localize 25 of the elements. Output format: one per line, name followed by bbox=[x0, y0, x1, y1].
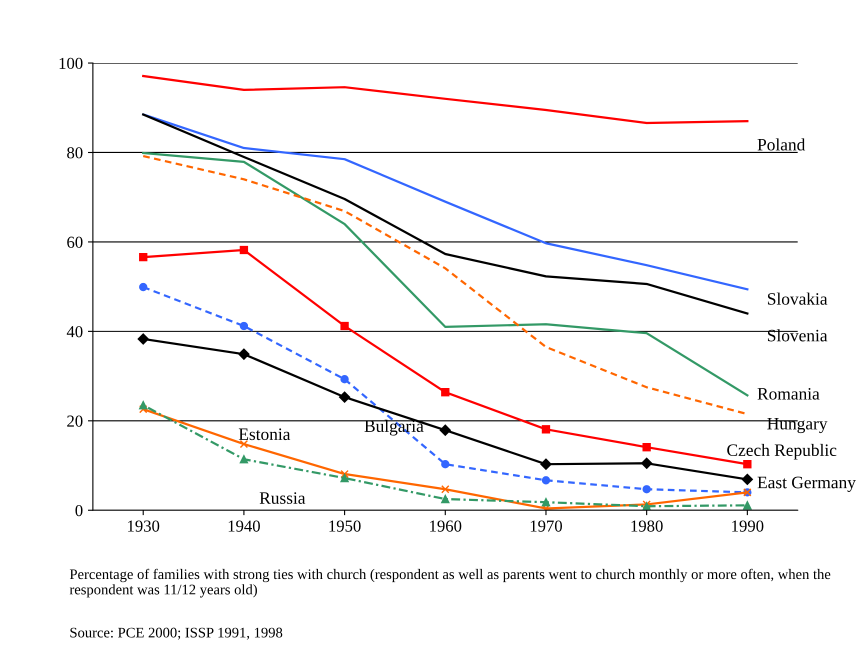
source-note: Source: PCE 2000; ISSP 1991, 1998 bbox=[70, 628, 282, 640]
x-tick-label: 1960 bbox=[430, 520, 462, 532]
series-label: Poland bbox=[758, 138, 806, 151]
series-label: East Germany bbox=[758, 476, 856, 492]
series-label: Czech Republic bbox=[727, 444, 836, 460]
x-tick-label: 1980 bbox=[631, 520, 663, 532]
series-label: Slovenia bbox=[768, 329, 828, 342]
y-tick-label: 20 bbox=[67, 416, 83, 427]
series-label: Romania bbox=[758, 388, 820, 400]
y-tick-label: 100 bbox=[60, 58, 83, 69]
y-tick-label: 80 bbox=[67, 147, 83, 158]
series-label: Bulgaria bbox=[364, 420, 424, 436]
series-label: Hungary bbox=[767, 418, 828, 434]
series-label: Estonia bbox=[238, 428, 290, 440]
series-label: Slovakia bbox=[768, 292, 828, 305]
series-label: Russia bbox=[260, 492, 306, 504]
x-tick-label: 1940 bbox=[228, 520, 260, 532]
y-tick-label: 0 bbox=[75, 504, 83, 516]
text: Percentage of families with strong ties with church (respondent as well as parents went to church monthly or more often, when the respondent was 11/12 years old) bbox=[70, 568, 830, 598]
y-tick-label: 60 bbox=[67, 236, 83, 248]
x-tick-label: 1950 bbox=[329, 520, 361, 532]
x-tick-label: 1970 bbox=[530, 520, 562, 532]
y-tick-label: 40 bbox=[66, 326, 83, 338]
x-tick-label: 1930 bbox=[128, 520, 160, 532]
x-tick-label: 1990 bbox=[732, 520, 764, 532]
